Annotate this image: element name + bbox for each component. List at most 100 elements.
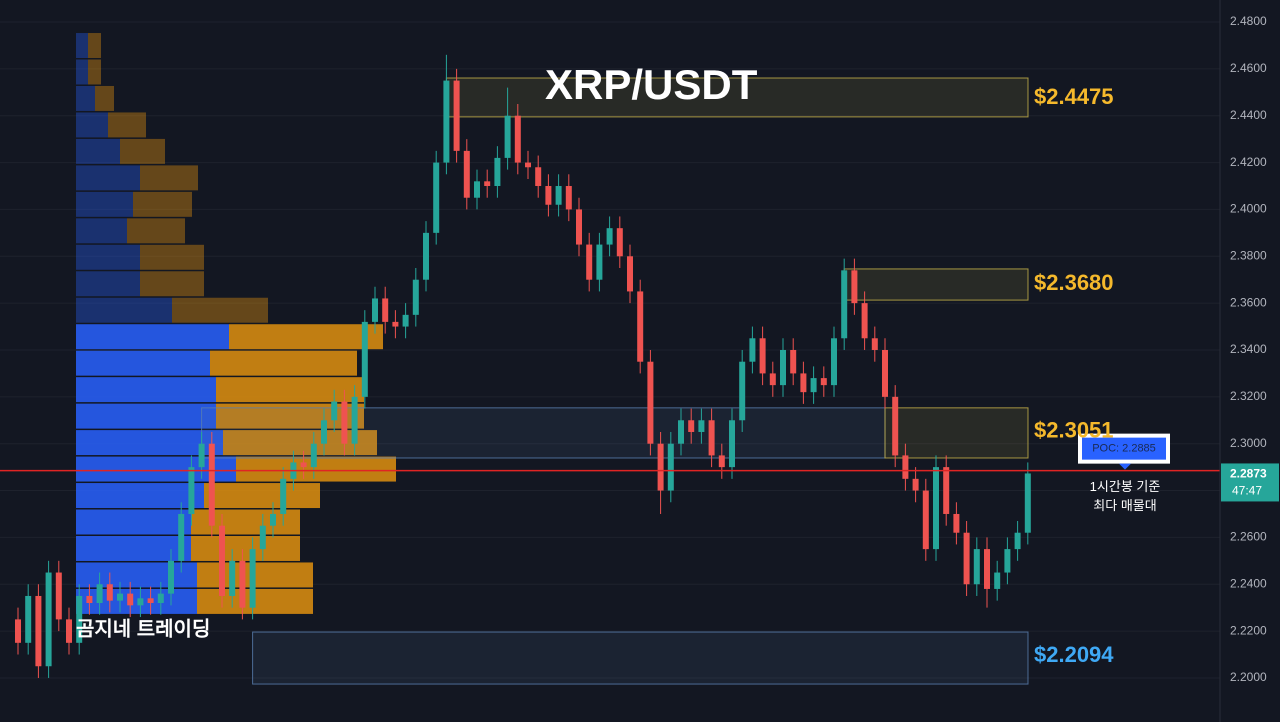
candle-body bbox=[331, 401, 338, 421]
price-zone bbox=[884, 407, 1029, 459]
candle-body bbox=[637, 291, 644, 362]
candle-body bbox=[616, 228, 623, 257]
candle-body bbox=[219, 525, 225, 596]
profile-up bbox=[76, 59, 88, 85]
candle-body bbox=[606, 228, 613, 245]
poc-note: 최다 매물대 bbox=[1093, 498, 1156, 513]
profile-down bbox=[172, 297, 268, 323]
candle-body bbox=[494, 157, 501, 187]
watermark: 곰지네 트레이딩 bbox=[76, 617, 210, 640]
candle-body bbox=[1014, 532, 1021, 550]
y-tick-label: 2.2400 bbox=[1230, 576, 1267, 590]
profile-up bbox=[76, 562, 197, 588]
candle-body bbox=[902, 455, 909, 479]
candle-body bbox=[1004, 549, 1011, 573]
poc-label: POC: 2.2885 bbox=[1092, 443, 1156, 455]
countdown: 47:47 bbox=[1232, 484, 1262, 498]
profile-up bbox=[76, 112, 108, 138]
candle-body bbox=[168, 560, 174, 594]
price-zone bbox=[843, 268, 1029, 301]
candle-body bbox=[820, 378, 827, 386]
candle-body bbox=[106, 584, 113, 601]
candle-body bbox=[841, 270, 848, 339]
price-zone bbox=[252, 631, 1029, 685]
candle-body bbox=[667, 443, 674, 491]
candle-body bbox=[831, 338, 837, 386]
profile-up bbox=[76, 191, 133, 217]
candle-body bbox=[229, 560, 236, 596]
candle-body bbox=[963, 532, 970, 585]
y-tick-label: 2.2200 bbox=[1230, 623, 1267, 637]
candle-body bbox=[66, 619, 72, 643]
candle-body bbox=[208, 443, 215, 526]
y-tick-label: 2.3600 bbox=[1230, 295, 1267, 309]
candle-body bbox=[504, 115, 511, 158]
profile-down bbox=[210, 350, 357, 376]
profile-up bbox=[76, 297, 172, 323]
profile-up bbox=[76, 483, 204, 509]
zone-label: $2.4475 bbox=[1034, 84, 1114, 109]
candle-body bbox=[984, 549, 990, 589]
candle-body bbox=[463, 150, 470, 198]
candle-body bbox=[25, 595, 32, 643]
profile-up bbox=[76, 430, 223, 456]
candle-body bbox=[300, 462, 307, 468]
profile-up bbox=[76, 324, 229, 350]
profile-up bbox=[76, 535, 191, 561]
profile-up bbox=[76, 377, 216, 403]
candle-body bbox=[321, 420, 327, 444]
candle-body bbox=[555, 186, 562, 205]
profile-down bbox=[191, 535, 300, 561]
candle-body bbox=[249, 549, 256, 608]
zones bbox=[201, 77, 1029, 685]
candle-body bbox=[790, 349, 797, 374]
candle-body bbox=[861, 303, 868, 339]
candle-body bbox=[780, 349, 786, 386]
candle-body bbox=[453, 80, 460, 151]
price-zone bbox=[201, 407, 886, 459]
chart-title: XRP/USDT bbox=[545, 61, 758, 108]
candles bbox=[15, 54, 1031, 678]
profile-down bbox=[133, 191, 192, 217]
candle-body bbox=[800, 373, 807, 393]
profile-down bbox=[140, 244, 204, 270]
profile-up bbox=[76, 271, 140, 297]
candle-body bbox=[443, 80, 450, 163]
profile-down bbox=[127, 218, 185, 244]
candle-body bbox=[412, 279, 419, 315]
profile-down bbox=[216, 377, 364, 403]
price-zone bbox=[445, 77, 1029, 118]
candle-body bbox=[86, 595, 93, 603]
profile-up bbox=[76, 85, 95, 111]
y-tick-label: 2.4600 bbox=[1230, 61, 1267, 75]
candle-body bbox=[810, 378, 817, 393]
candle-body bbox=[871, 338, 878, 350]
candle-body bbox=[341, 401, 348, 444]
candle-body bbox=[382, 298, 389, 322]
candle-body bbox=[1024, 473, 1031, 533]
candle-body bbox=[525, 162, 531, 168]
candle-body bbox=[392, 321, 399, 327]
candle-body bbox=[769, 373, 776, 386]
zone-label: $2.2094 bbox=[1034, 642, 1114, 667]
candle-body bbox=[627, 256, 633, 292]
candle-body bbox=[545, 186, 552, 205]
zone-label: $2.3680 bbox=[1034, 270, 1114, 295]
candle-body bbox=[586, 244, 593, 280]
candle-body bbox=[698, 420, 705, 432]
candle-body bbox=[576, 209, 582, 245]
profile-up bbox=[76, 33, 88, 59]
candle-body bbox=[259, 525, 266, 550]
candle-body bbox=[402, 314, 409, 327]
profile-down bbox=[95, 85, 114, 111]
profile-down bbox=[229, 324, 383, 350]
candle-body bbox=[922, 490, 929, 550]
y-tick-label: 2.4400 bbox=[1230, 108, 1267, 122]
candle-body bbox=[596, 244, 603, 280]
candle-body bbox=[678, 420, 684, 444]
y-tick-label: 2.4200 bbox=[1230, 155, 1267, 169]
candle-body bbox=[647, 361, 654, 444]
profile-up bbox=[76, 138, 120, 164]
